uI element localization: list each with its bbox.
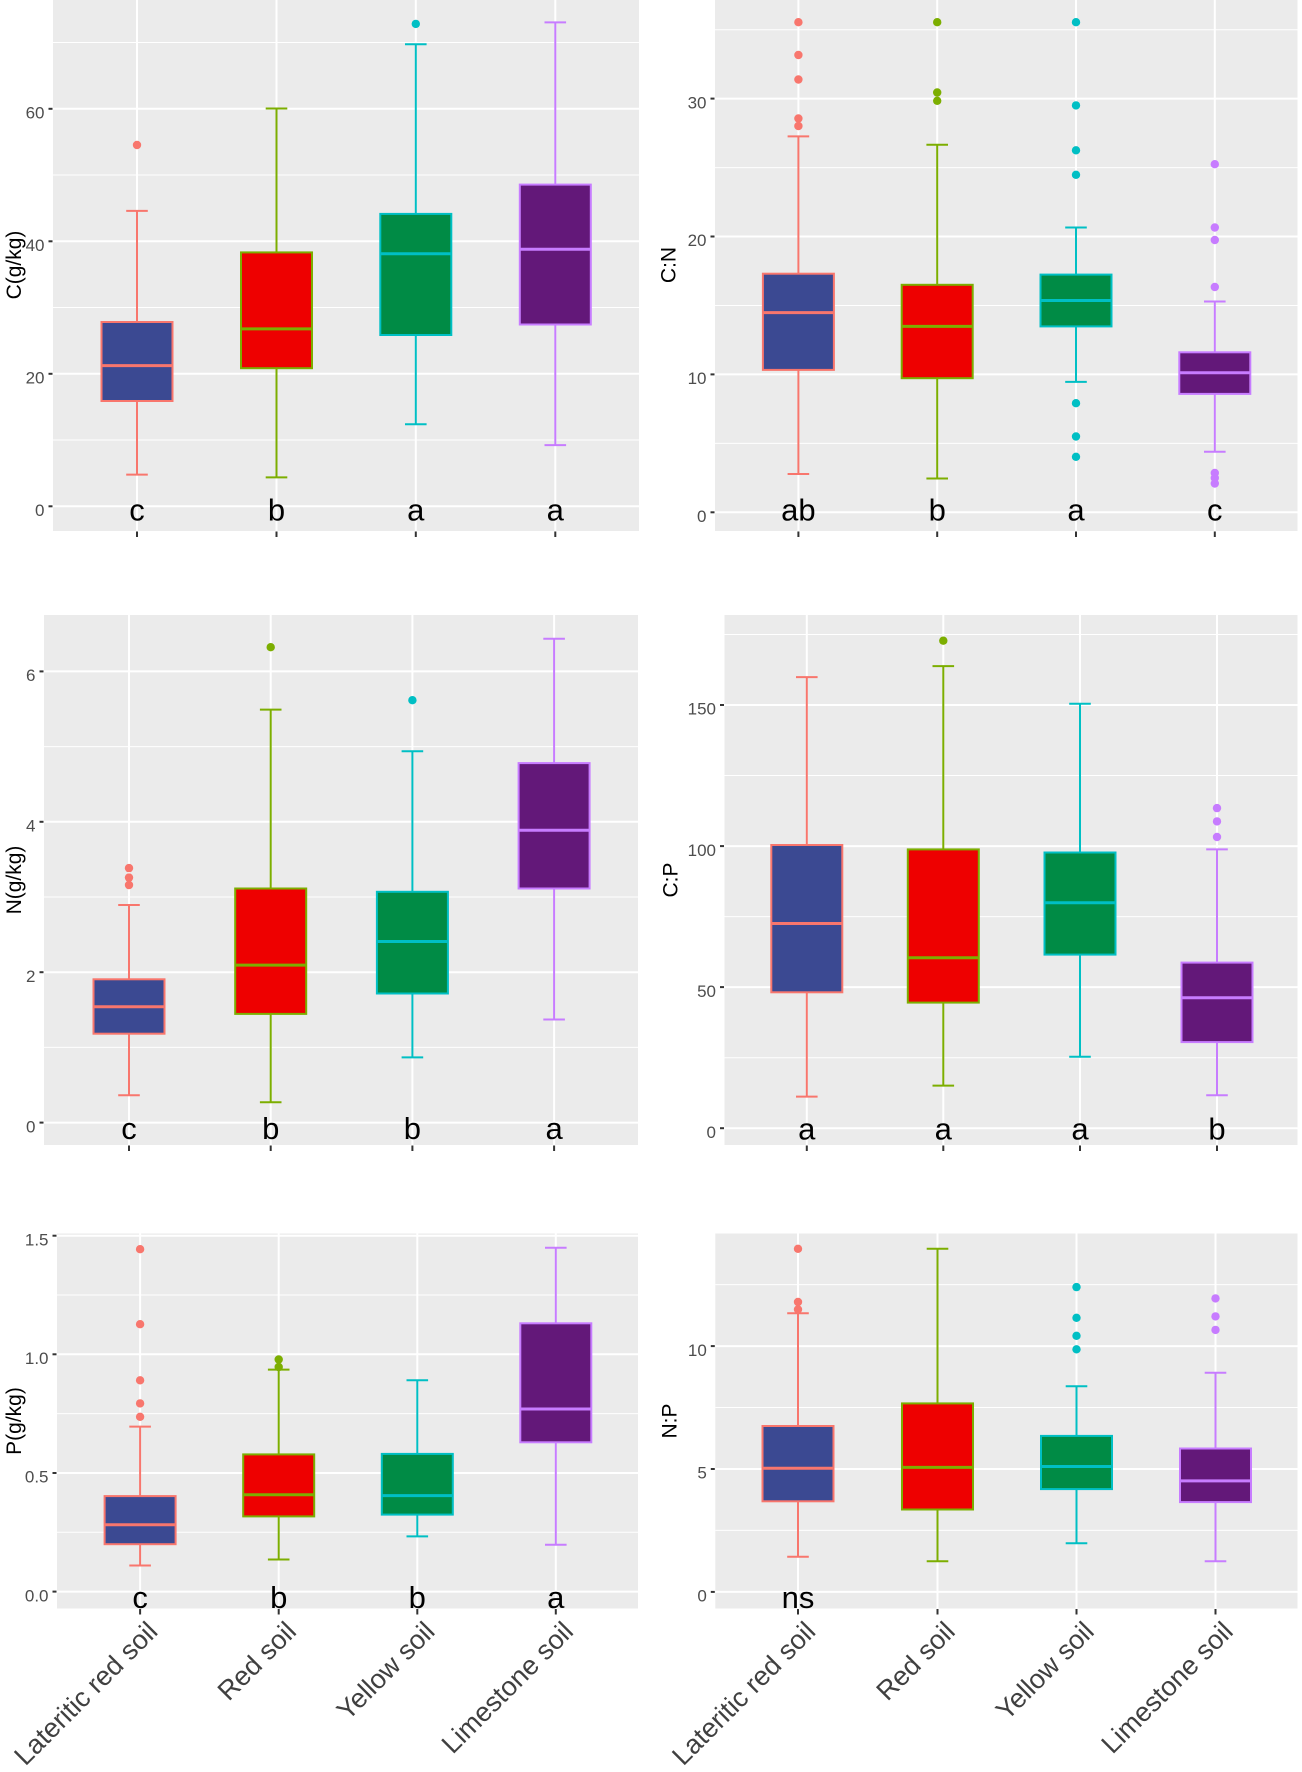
svg-text:5: 5: [697, 1464, 706, 1483]
svg-text:0: 0: [697, 507, 706, 526]
svg-text:b: b: [262, 1111, 279, 1146]
svg-text:C:N: C:N: [658, 247, 681, 283]
svg-text:b: b: [404, 1111, 421, 1146]
svg-text:150: 150: [688, 700, 716, 719]
svg-text:C(g/kg): C(g/kg): [3, 231, 26, 300]
svg-text:b: b: [409, 1580, 426, 1615]
svg-text:c: c: [121, 1111, 137, 1146]
svg-text:b: b: [268, 493, 285, 528]
svg-text:a: a: [1071, 1112, 1089, 1147]
svg-text:0: 0: [707, 1123, 716, 1142]
svg-text:60: 60: [26, 104, 45, 123]
svg-text:0: 0: [26, 1117, 35, 1136]
svg-text:6: 6: [26, 666, 35, 685]
svg-text:a: a: [547, 493, 565, 528]
svg-text:0.0: 0.0: [25, 1586, 49, 1605]
svg-text:a: a: [545, 1111, 563, 1146]
svg-text:N:P: N:P: [659, 1403, 682, 1438]
svg-text:c: c: [129, 493, 145, 528]
svg-text:a: a: [407, 493, 425, 528]
svg-text:b: b: [1208, 1112, 1225, 1147]
svg-text:2: 2: [26, 967, 35, 986]
svg-text:c: c: [1207, 493, 1223, 528]
svg-text:b: b: [270, 1580, 287, 1615]
svg-text:C:P: C:P: [660, 862, 683, 897]
svg-text:10: 10: [688, 369, 707, 388]
svg-text:ns: ns: [782, 1580, 815, 1615]
svg-text:b: b: [929, 493, 946, 528]
svg-text:a: a: [935, 1112, 953, 1147]
svg-text:50: 50: [697, 982, 716, 1001]
svg-text:20: 20: [26, 369, 45, 388]
svg-text:a: a: [1067, 493, 1085, 528]
svg-text:0.5: 0.5: [25, 1468, 49, 1487]
svg-text:c: c: [132, 1580, 148, 1615]
svg-text:N(g/kg): N(g/kg): [3, 846, 26, 915]
svg-text:P(g/kg): P(g/kg): [3, 1387, 26, 1455]
svg-text:a: a: [798, 1112, 816, 1147]
svg-text:ab: ab: [781, 493, 815, 528]
svg-text:100: 100: [688, 841, 716, 860]
svg-text:40: 40: [26, 236, 45, 255]
svg-text:0: 0: [35, 501, 44, 520]
svg-text:4: 4: [26, 817, 35, 836]
svg-text:30: 30: [688, 93, 707, 112]
svg-text:0: 0: [697, 1587, 706, 1606]
svg-text:20: 20: [688, 231, 707, 250]
svg-text:10: 10: [688, 1341, 707, 1360]
svg-text:a: a: [547, 1580, 565, 1615]
svg-text:1.5: 1.5: [25, 1230, 49, 1249]
svg-text:1.0: 1.0: [25, 1349, 49, 1368]
